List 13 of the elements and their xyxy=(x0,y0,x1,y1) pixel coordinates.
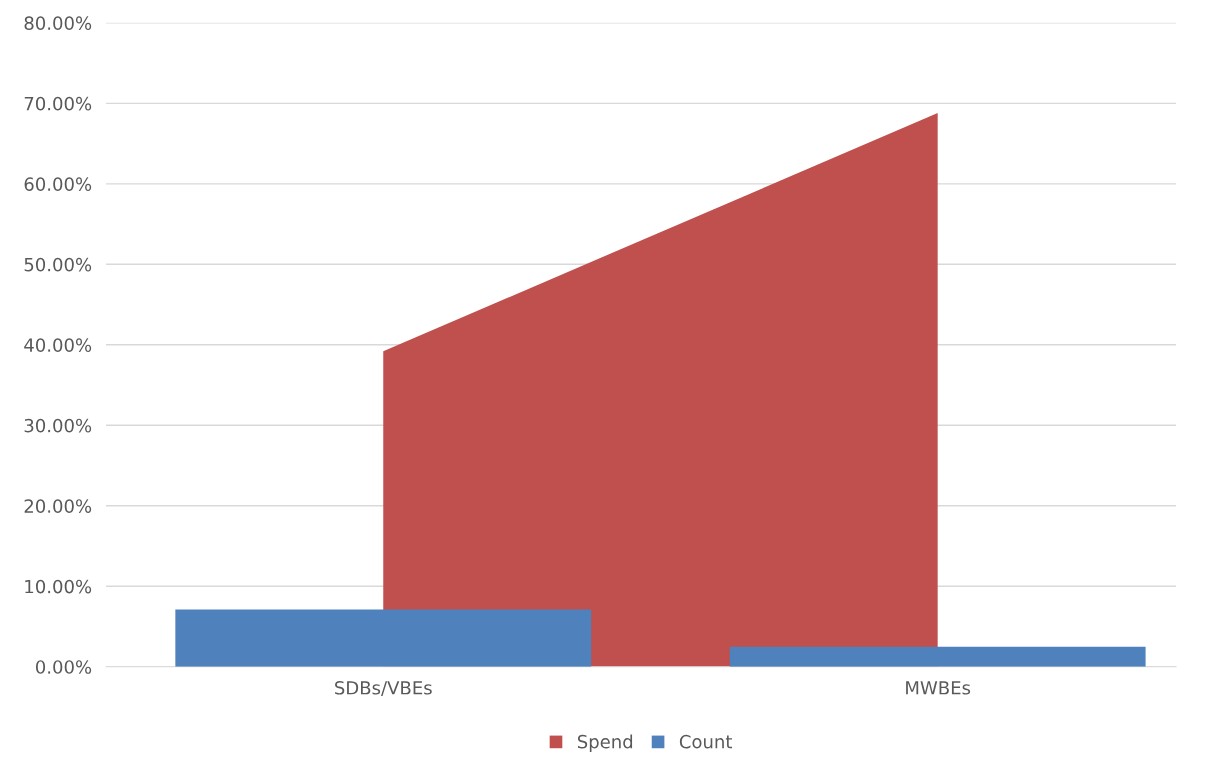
x-tick-label: MWBEs xyxy=(906,681,971,695)
y-tick-label: 50.00% xyxy=(24,257,92,272)
x-tick-label: SDBs/VBEs xyxy=(335,680,432,697)
legend-label: Spend xyxy=(577,734,633,752)
y-tick-label: 40.00% xyxy=(24,338,92,352)
y-tick-label: 80.00% xyxy=(24,16,92,30)
legend-label: Count xyxy=(679,734,733,749)
y-tick-label: 20.00% xyxy=(24,499,92,513)
y-tick-label: 30.00% xyxy=(24,418,92,433)
y-tick-label: 0.00% xyxy=(35,660,92,674)
y-tick-label: 60.00% xyxy=(24,177,92,191)
y-tick-label: 10.00% xyxy=(25,579,92,594)
y-tick-label: 70.00% xyxy=(24,96,92,111)
